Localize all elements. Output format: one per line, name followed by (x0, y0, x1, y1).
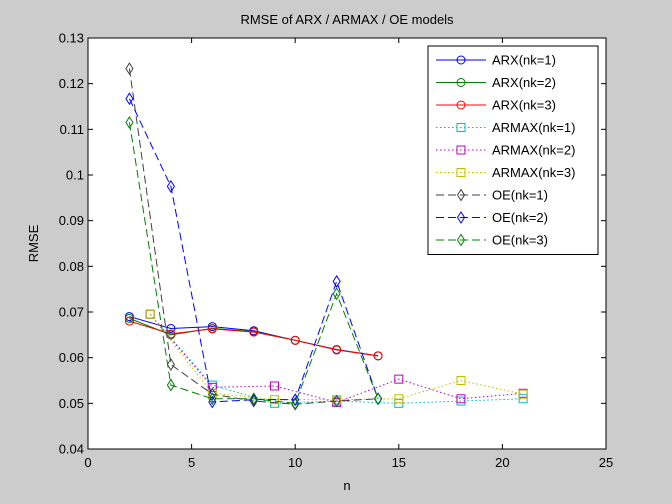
y-tick-label: 0.05 (59, 396, 84, 411)
circle-marker (124, 316, 134, 326)
legend-label: ARX(nk=3) (492, 98, 556, 113)
legend-item: ARX(nk=2) (436, 75, 556, 90)
diamond-marker (208, 392, 217, 406)
x-tick-label: 20 (495, 455, 509, 470)
legend-diamond-marker (456, 211, 466, 224)
legend-item: ARMAX(nk=3) (436, 165, 575, 180)
legend-square-marker (456, 145, 466, 155)
axes-frame (87, 37, 607, 450)
ticks-layer: 0 5 10 15 20 25 0.04 0.05 0.06 0.07 0.08 0.09 0.1 0.1… (59, 31, 614, 471)
legend-label: ARMAX(nk=1) (492, 120, 575, 135)
diamond-marker (332, 274, 341, 288)
square-marker (145, 309, 155, 319)
legend-label: OE(nk=2) (492, 210, 548, 225)
series-line (128, 122, 379, 404)
series-line (129, 320, 379, 357)
legend-label: OE(nk=1) (492, 188, 548, 203)
legend-label: OE(nk=3) (492, 233, 548, 248)
y-tick-label: 0.04 (59, 442, 84, 457)
y-tick-label: 0.12 (59, 76, 84, 91)
circle-marker (124, 313, 134, 323)
y-tick-label: 0.13 (59, 31, 84, 46)
square-marker (518, 394, 528, 404)
circle-marker (332, 345, 342, 355)
circle-marker (249, 327, 259, 337)
diamond-marker (125, 92, 134, 106)
diamond-marker (332, 394, 341, 408)
series-oe-nk-3 (125, 116, 383, 410)
legend-item: ARMAX(nk=1) (436, 120, 575, 135)
diamond-marker (166, 378, 175, 392)
legend-label: ARX(nk=1) (492, 53, 556, 68)
y-tick-label: 0.1 (66, 168, 84, 183)
x-tick-label: 10 (288, 455, 302, 470)
circle-marker (290, 335, 300, 345)
legend-square-marker (456, 168, 466, 177)
legend-label: ARX(nk=2) (492, 75, 556, 90)
legend-label: ARMAX(nk=2) (492, 143, 575, 158)
y-tick-label: 0.09 (59, 213, 84, 228)
series-line (128, 98, 379, 403)
legend-square-marker (456, 123, 466, 132)
legend-item: ARMAX(nk=2) (436, 143, 575, 158)
x-axis-label: n (343, 478, 350, 493)
legend-circle-marker (456, 78, 466, 87)
legend-diamond-marker (456, 188, 466, 202)
series-line (128, 68, 379, 405)
legend-label: ARMAX(nk=3) (492, 165, 575, 180)
circle-marker (373, 351, 383, 361)
y-tick-label: 0.08 (59, 259, 84, 274)
diamond-marker (332, 287, 341, 301)
square-marker (207, 382, 217, 392)
diamond-marker (125, 116, 134, 129)
diamond-marker (166, 358, 175, 371)
y-tick-label: 0.07 (59, 305, 84, 320)
square-marker (394, 394, 404, 404)
diamond-marker (291, 396, 300, 410)
legend-circle-marker (456, 100, 466, 110)
y-axis-label: RMSE (26, 224, 41, 262)
legend-item: ARX(nk=1) (436, 53, 556, 68)
diamond-marker (249, 392, 258, 406)
legend: ARX(nk=1) ARX(nk=2) ARX(nk=3) ARMAX(nk=1) AR… (427, 45, 599, 255)
legend-item: OE(nk=1) (436, 188, 548, 203)
y-tick-label: 0.11 (60, 122, 84, 137)
square-marker (456, 394, 466, 404)
square-marker (518, 389, 528, 399)
diamond-marker (373, 392, 383, 406)
legend-diamond-marker (456, 233, 466, 247)
legend-circle-marker (456, 55, 466, 65)
square-marker (456, 376, 466, 385)
circle-marker (166, 323, 176, 333)
square-marker (269, 381, 279, 391)
diamond-marker (125, 62, 134, 76)
y-tick-label: 0.06 (59, 350, 84, 365)
legend-item: OE(nk=2) (436, 210, 548, 225)
diamond-marker (166, 179, 175, 193)
x-tick-label: 0 (84, 455, 91, 470)
circle-marker (207, 324, 217, 334)
legend-item: ARX(nk=3) (436, 98, 556, 113)
x-tick-label: 5 (188, 455, 195, 470)
x-tick-label: 15 (392, 455, 406, 470)
legend-item: OE(nk=3) (436, 233, 548, 248)
x-tick-label: 25 (599, 455, 613, 470)
chart-title: RMSE of ARX / ARMAX / OE models (240, 12, 454, 27)
square-marker (394, 374, 404, 384)
square-marker (394, 398, 404, 408)
series-layer (124, 62, 528, 411)
